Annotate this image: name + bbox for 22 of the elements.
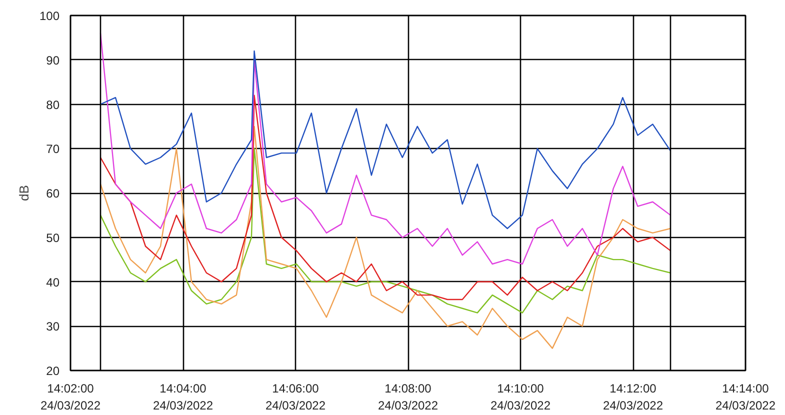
x-tick-label: 14:12:00 24/03/2022 — [602, 382, 664, 412]
line-series — [100, 94, 672, 300]
line-series — [100, 32, 672, 265]
x-tick-label: 14:10:00 24/03/2022 — [490, 382, 551, 412]
line-series — [100, 50, 672, 230]
y-tick-label: 100 — [39, 9, 60, 23]
x-tick-label: 14:08:00 24/03/2022 — [378, 382, 438, 412]
y-tick-label: 80 — [46, 98, 60, 112]
x-tick-label: 14:04:00 24/03/2022 — [152, 382, 214, 412]
line-series — [100, 148, 672, 314]
y-tick-label: 30 — [46, 320, 60, 334]
line-series — [100, 126, 672, 349]
y-tick-label: 50 — [46, 230, 60, 245]
x-tick-label: 14:14:00 24/03/2022 — [715, 382, 776, 412]
y-tick-label: 90 — [46, 53, 60, 68]
y-tick-label: 40 — [46, 275, 60, 290]
y-tick-label: 60 — [46, 186, 60, 200]
x-tick-label: 14:02:00 24/03/2022 — [40, 382, 101, 412]
y-tick-label: 70 — [46, 142, 60, 156]
y-tick-label: 20 — [46, 364, 60, 378]
y-axis-title: dB — [16, 185, 32, 201]
x-tick-label: 14:06:00 24/03/2022 — [265, 382, 326, 412]
